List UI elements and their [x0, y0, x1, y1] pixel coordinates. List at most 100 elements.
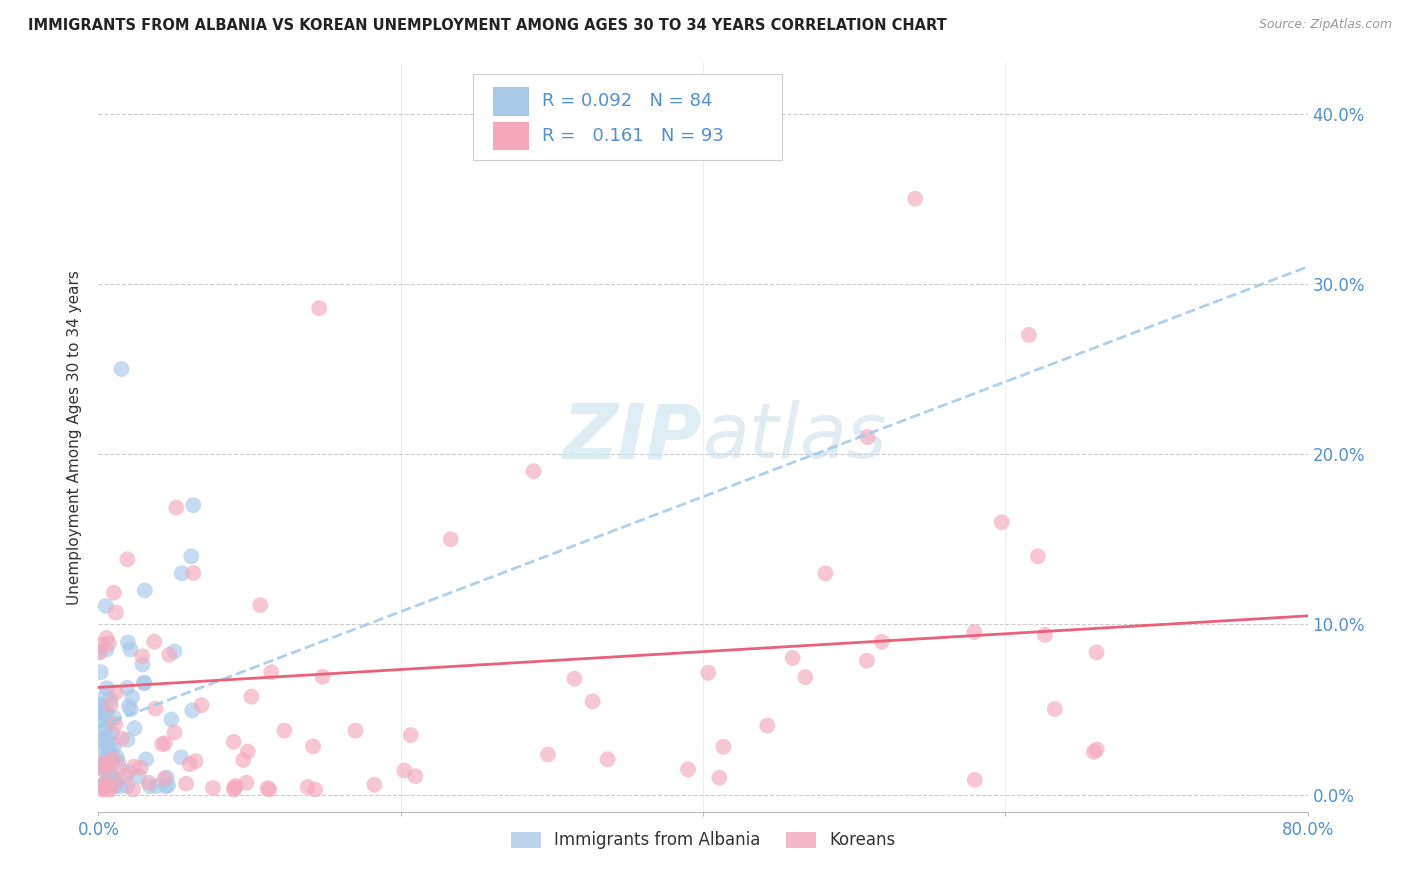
Point [156, 771, 179, 785]
Point [709, 771, 731, 785]
Point [991, 515, 1014, 529]
Point [1083, 745, 1105, 759]
Point [100, 748, 122, 763]
Point [101, 771, 124, 785]
Point [96, 681, 118, 696]
Y-axis label: Unemployment Among Ages 30 to 34 years: Unemployment Among Ages 30 to 34 years [67, 269, 83, 605]
Point [170, 566, 193, 581]
Point [105, 750, 128, 764]
Point [596, 752, 619, 766]
Point [107, 755, 129, 769]
Point [165, 500, 187, 515]
Point [103, 772, 125, 786]
Point [94, 778, 117, 792]
Point [308, 301, 330, 316]
Point [1026, 549, 1049, 564]
Point [103, 586, 125, 600]
Point [363, 778, 385, 792]
Point [118, 699, 141, 714]
Point [240, 690, 263, 704]
Point [90, 779, 112, 793]
Point [537, 747, 560, 762]
Point [225, 779, 247, 793]
Point [93, 732, 115, 747]
Point [117, 635, 139, 649]
Point [90, 698, 112, 712]
Point [963, 625, 986, 640]
Point [97, 757, 120, 772]
Point [121, 690, 143, 705]
Point [94, 689, 117, 703]
Point [304, 782, 326, 797]
Point [104, 775, 127, 789]
Point [101, 725, 124, 739]
Point [676, 763, 699, 777]
Point [90, 699, 112, 714]
Point [138, 776, 160, 790]
Point [94, 758, 117, 772]
Point [302, 739, 325, 754]
Point [117, 732, 139, 747]
Point [91, 744, 114, 758]
Point [782, 651, 804, 665]
Point [174, 777, 197, 791]
Point [190, 698, 212, 713]
Point [94, 731, 117, 746]
Point [163, 644, 186, 658]
Point [523, 464, 546, 478]
Text: R =   0.161   N = 93: R = 0.161 N = 93 [543, 127, 724, 145]
Point [713, 739, 735, 754]
Point [108, 760, 131, 774]
Point [181, 703, 204, 717]
Point [120, 642, 142, 657]
Point [404, 769, 426, 783]
Point [91, 710, 114, 724]
Point [94, 765, 117, 780]
Point [181, 498, 204, 512]
Point [856, 430, 879, 444]
Point [756, 718, 779, 732]
Legend: Immigrants from Albania, Koreans: Immigrants from Albania, Koreans [505, 824, 901, 855]
Point [91, 779, 114, 793]
Point [440, 533, 463, 547]
Point [256, 781, 278, 796]
Point [89, 645, 111, 659]
Point [145, 779, 167, 793]
Point [100, 698, 122, 712]
Text: R = 0.092   N = 84: R = 0.092 N = 84 [543, 93, 713, 111]
Point [96, 756, 118, 770]
Point [124, 721, 146, 735]
Point [814, 566, 837, 581]
Point [110, 362, 132, 376]
Point [94, 756, 117, 771]
Point [794, 670, 817, 684]
Point [96, 642, 118, 657]
Point [153, 771, 176, 785]
Point [131, 649, 153, 664]
Point [232, 753, 254, 767]
Point [155, 779, 177, 793]
Point [222, 735, 245, 749]
Point [90, 638, 112, 652]
Point [180, 549, 202, 564]
Point [94, 723, 117, 737]
Point [97, 778, 120, 792]
Point [104, 606, 127, 620]
Point [224, 780, 246, 795]
Point [104, 738, 127, 752]
Point [94, 599, 117, 613]
Point [89, 759, 111, 773]
Point [89, 703, 111, 717]
Point [157, 648, 180, 662]
Point [96, 747, 118, 761]
Point [117, 779, 139, 793]
Point [129, 761, 152, 775]
Point [96, 774, 118, 789]
Point [582, 694, 605, 708]
Point [222, 782, 245, 797]
Text: Source: ZipAtlas.com: Source: ZipAtlas.com [1258, 18, 1392, 31]
Text: IMMIGRANTS FROM ALBANIA VS KOREAN UNEMPLOYMENT AMONG AGES 30 TO 34 YEARS CORRELA: IMMIGRANTS FROM ALBANIA VS KOREAN UNEMPL… [28, 18, 946, 33]
Point [89, 645, 111, 659]
Point [170, 750, 193, 764]
Point [344, 723, 367, 738]
